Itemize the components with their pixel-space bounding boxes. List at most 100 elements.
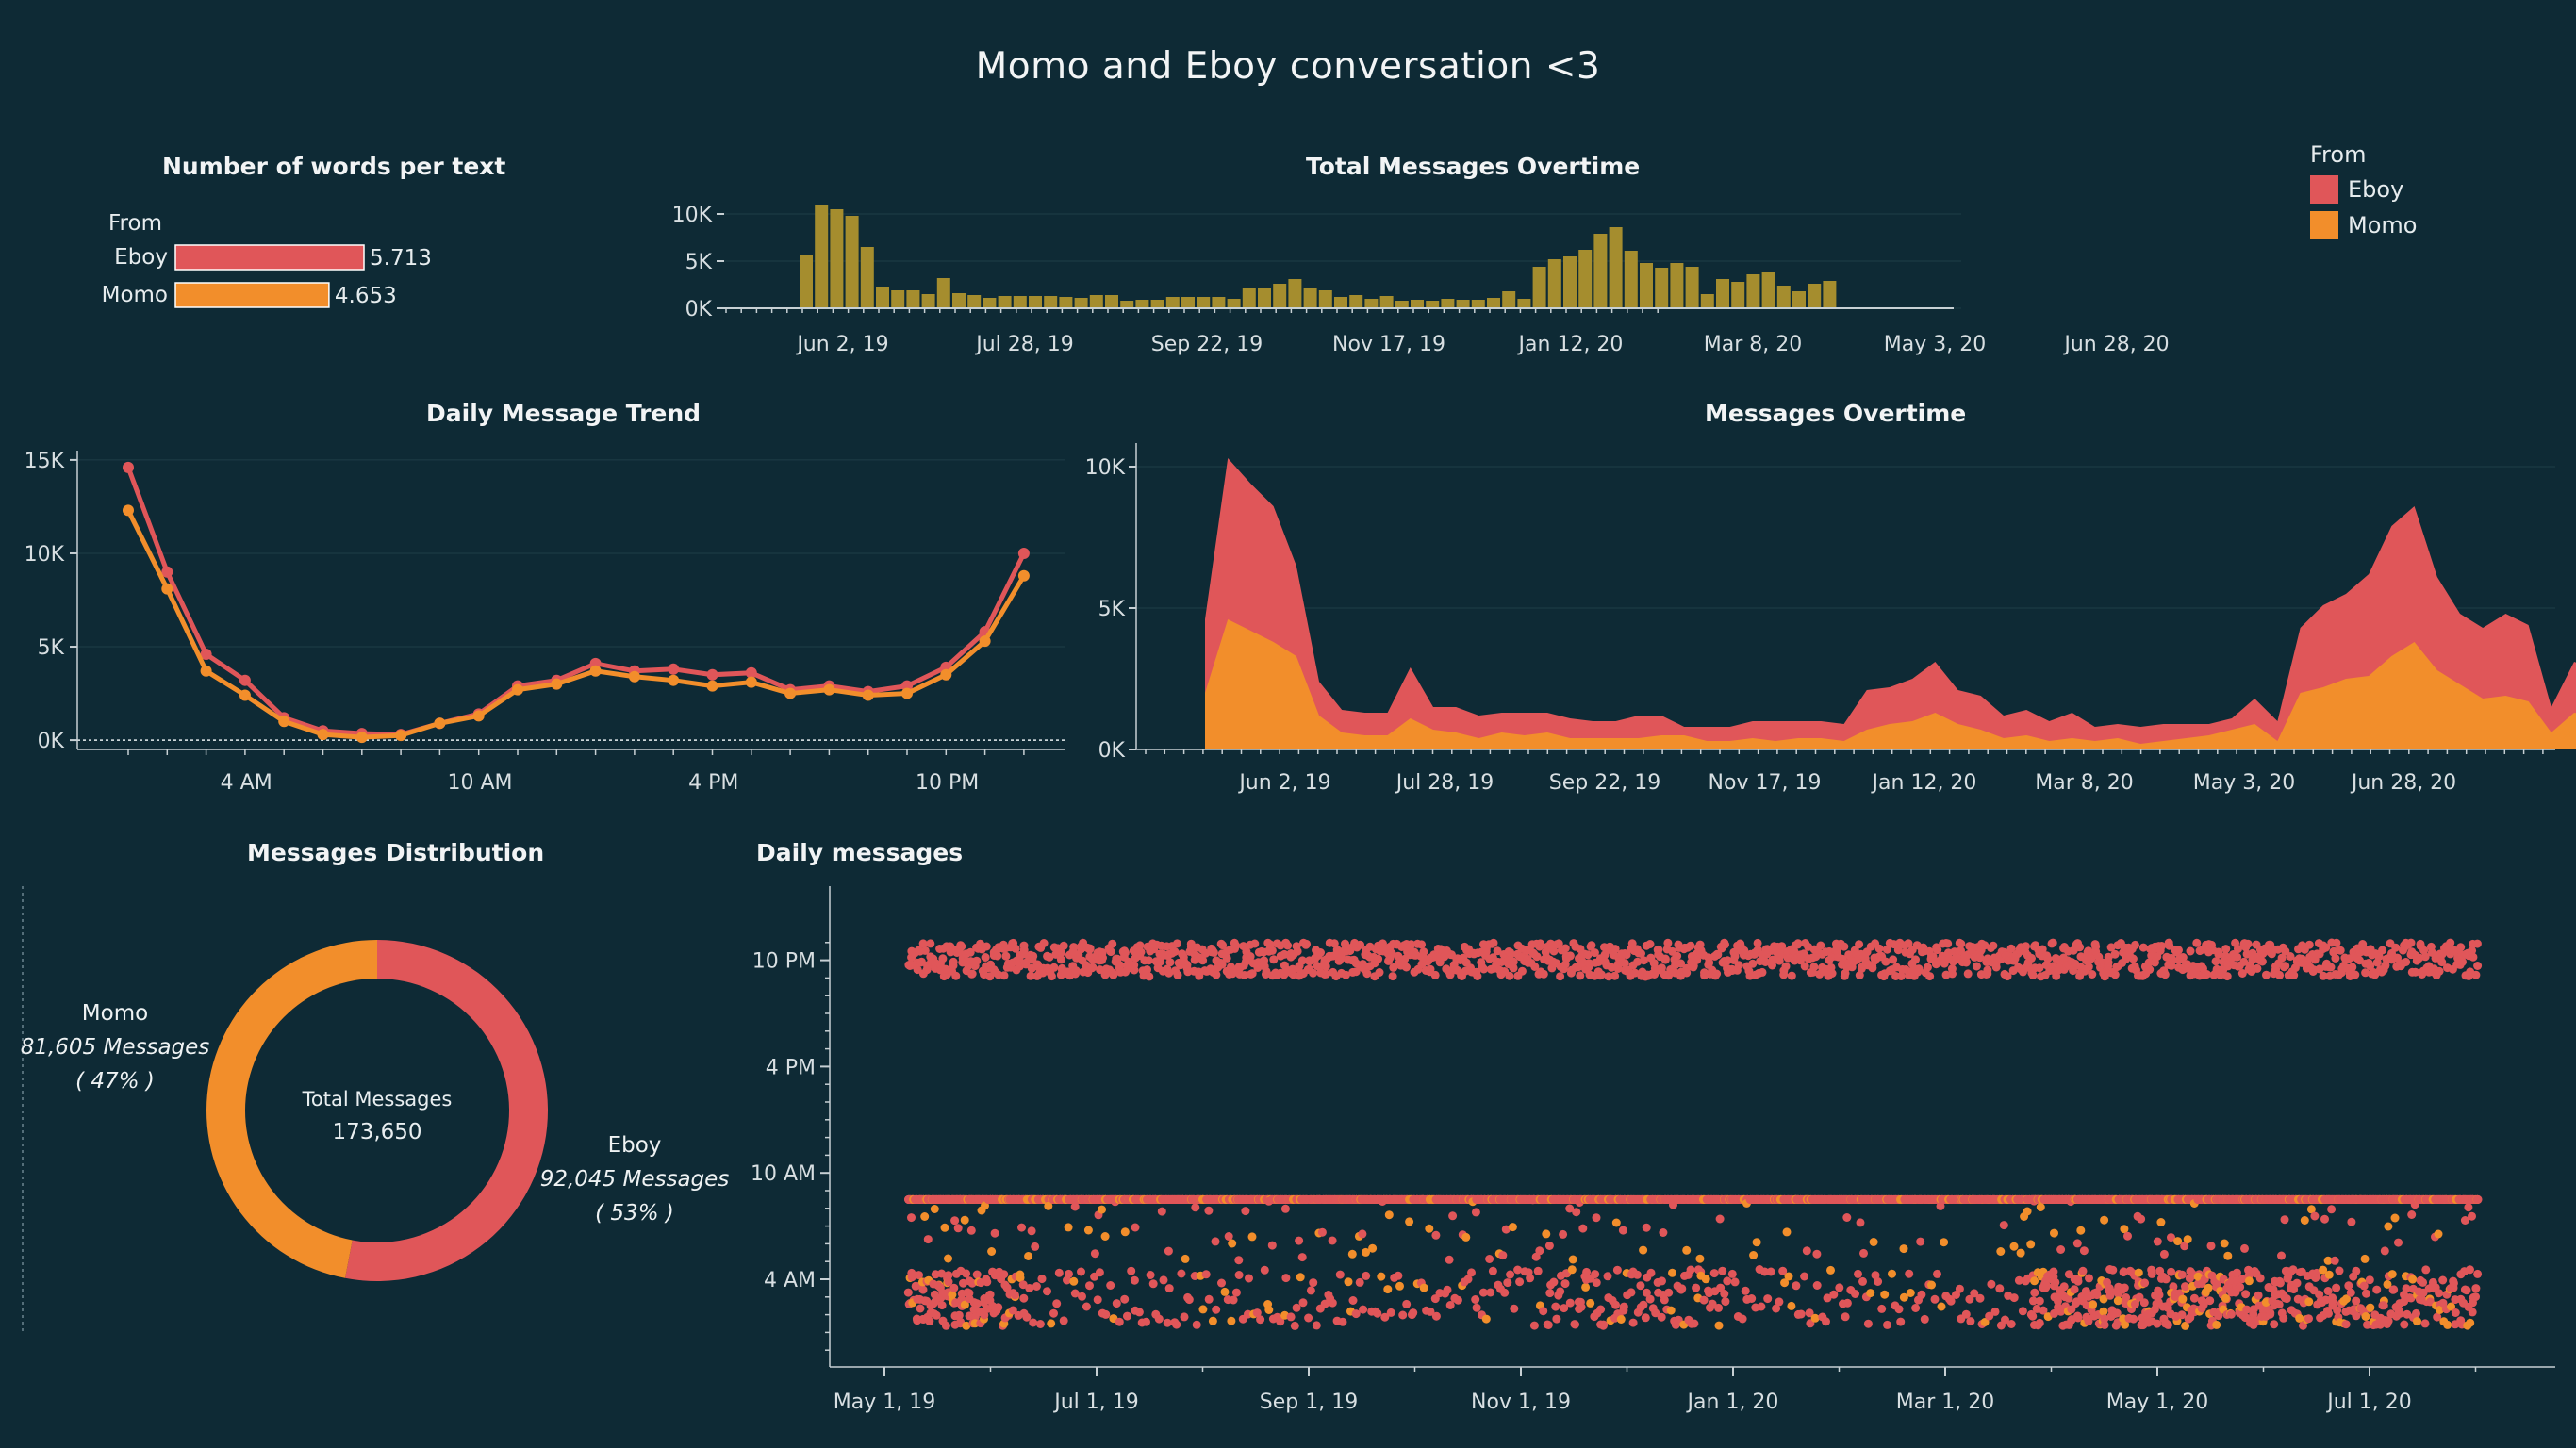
total-bar (1456, 300, 1470, 308)
scatter-point-eboy (1618, 1226, 1627, 1235)
scatter-point-eboy (1217, 1278, 1226, 1288)
scatter-point-eboy (1184, 1295, 1194, 1305)
scatter-point-eboy (1032, 1282, 1041, 1291)
trend-point-momo (512, 683, 523, 696)
total-bar (1761, 272, 1775, 308)
total-bar (1044, 296, 1058, 308)
scatter-point-momo (1100, 1232, 1110, 1241)
scatter-point-eboy (1714, 1303, 1724, 1312)
trend-point-momo (862, 689, 874, 701)
trend-point-momo (823, 683, 835, 696)
scatter-point-eboy (999, 971, 1009, 980)
total-bar (1578, 250, 1593, 308)
overtime-xtick-label: Jun 2, 19 (1237, 771, 1330, 795)
trend-point-eboy (161, 566, 173, 578)
total-bar (1563, 256, 1577, 308)
scatter-point-eboy (1923, 963, 1932, 972)
scatter-point-eboy (1191, 1203, 1200, 1212)
scatter-point-eboy (1842, 1298, 1852, 1308)
scatter-point-momo (1220, 1287, 1230, 1296)
total-bar (1471, 300, 1485, 308)
scatter-point-eboy (962, 1269, 971, 1278)
scatter-point-eboy (1472, 1303, 1481, 1312)
total-bar (1808, 284, 1822, 308)
scatter-point-eboy (1882, 945, 1891, 954)
scatter-point-eboy (1309, 968, 1318, 978)
words-bar-momo (174, 282, 330, 308)
scatter-point-eboy (1359, 1305, 1368, 1314)
trend-line-momo (125, 509, 1027, 740)
scatter-point-eboy (1317, 1227, 1327, 1237)
scatter-point-eboy (1645, 1294, 1655, 1304)
trend-point-eboy (239, 674, 251, 686)
scatter-point-eboy (1045, 952, 1054, 962)
scatter-point-eboy (1712, 969, 1722, 979)
scatter-point-eboy (1854, 1269, 1862, 1278)
scatter-point-momo (1666, 1306, 1676, 1315)
words-legend-title: From (108, 211, 162, 236)
scatter-point-eboy (1506, 1270, 1515, 1279)
scatter-point-eboy (1443, 1285, 1452, 1294)
scatter-point-eboy (1172, 1320, 1181, 1329)
scatter-point-eboy (1539, 1307, 1548, 1316)
scatter-point-eboy (1603, 1272, 1612, 1281)
scatter-point-eboy (1374, 954, 1383, 963)
scatter-point-eboy (1157, 1207, 1166, 1216)
scatter-point-eboy (937, 1269, 947, 1278)
scatter-point-momo (1228, 1239, 1237, 1248)
scatter-point-eboy (967, 969, 977, 979)
scatter-point-eboy (954, 1310, 964, 1320)
trend-point-momo (745, 676, 757, 688)
scatter-point-eboy (990, 1228, 999, 1238)
scatter-point-eboy (1529, 1321, 1539, 1330)
scatter-point-eboy (920, 946, 930, 955)
total-bar (815, 205, 829, 308)
scatter-point-momo (1568, 1255, 1577, 1264)
scatter-point-eboy (1874, 1277, 1883, 1286)
scatter-ytick-label: 10 PM (752, 950, 816, 974)
scatter-point-eboy (1917, 1290, 1926, 1299)
scatter-point-eboy (915, 1271, 923, 1280)
scatter-point-eboy (1709, 1269, 1719, 1278)
overtime-xtick-label: May 3, 20 (2193, 771, 2295, 795)
scatter-point-eboy (1098, 948, 1107, 957)
scatter-point-eboy (1856, 1218, 1865, 1227)
trend-xtick-label: 10 AM (447, 771, 512, 795)
total-bar (1411, 300, 1424, 308)
scatter-point-momo (1461, 1232, 1471, 1242)
scatter-point-eboy (1835, 1283, 1844, 1292)
scatter-point-eboy (1386, 1308, 1395, 1317)
scatter-point-eboy (1682, 968, 1692, 978)
total-bar (1776, 286, 1791, 308)
trend-point-momo (706, 680, 718, 692)
scatter-point-eboy (1112, 1299, 1121, 1308)
scatter-point-momo (1714, 1321, 1724, 1330)
scatter-point-eboy (1029, 1318, 1038, 1327)
scatter-point-eboy (1212, 970, 1221, 979)
scatter-point-eboy (1018, 1280, 1028, 1290)
scatter-point-eboy (1611, 1300, 1620, 1309)
scatter-point-momo (1695, 1254, 1705, 1263)
scatter-point-momo (1481, 1314, 1491, 1324)
legend-item-eboy[interactable]: Eboy (2310, 175, 2417, 204)
scatter-point-eboy (1610, 971, 1620, 980)
total-bar (1517, 299, 1531, 308)
scatter-point-eboy (1039, 939, 1049, 947)
scatter-point-eboy (1763, 1294, 1773, 1304)
scatter-point-momo (1377, 1272, 1386, 1281)
overtime-xtick-label: Jan 12, 20 (1871, 771, 1977, 795)
scatter-point-momo (1069, 1276, 1079, 1286)
scatter-point-eboy (1180, 1312, 1189, 1322)
legend-item-momo[interactable]: Momo (2310, 211, 2417, 239)
scatter-point-eboy (1471, 1208, 1480, 1217)
donut-slice-momo (206, 940, 377, 1278)
scatter-point-momo (1120, 1227, 1130, 1237)
scatter-point-eboy (1241, 1207, 1250, 1216)
scatter-point-eboy (972, 1299, 982, 1308)
scatter-point-eboy (1211, 1237, 1220, 1246)
scatter-ytick-label: 4 PM (766, 1056, 816, 1079)
total-ytick-label: 10K (672, 204, 713, 227)
